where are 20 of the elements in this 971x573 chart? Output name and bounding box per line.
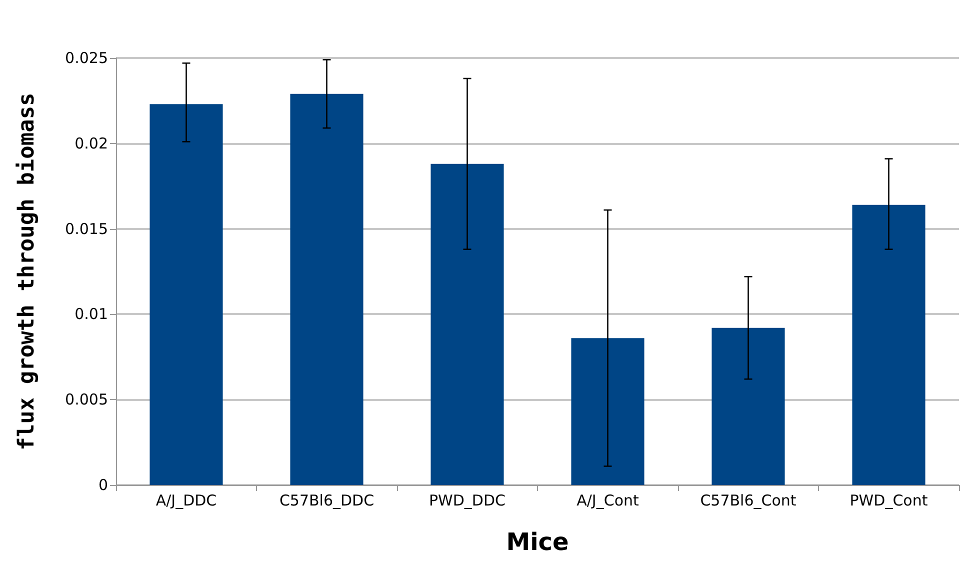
y-axis-title: flux growth through biomass [14,92,40,450]
y-tick-label: 0.005 [65,390,108,409]
bar [712,328,785,485]
bar [430,164,504,485]
y-tick-label: 0.02 [74,134,108,152]
bar [852,204,926,485]
x-tick-label: PWD_DDC [428,492,506,510]
x-tick-label: A/J_Cont [576,492,640,510]
y-tick-label: 0.015 [65,220,108,238]
y-tick-label: 0 [98,476,108,494]
bar [150,104,223,485]
y-tick-label: 0.01 [74,305,108,324]
x-axis-title: Mice [506,528,569,556]
y-tick-label: 0.025 [65,49,108,67]
x-tick-label: A/J_DDC [156,492,217,510]
bar [571,338,644,485]
x-tick-label: PWD_Cont [850,492,928,510]
x-tick-label: C57Bl6_Cont [700,492,796,510]
bar [290,94,364,485]
x-tick-label: C57Bl6_DDC [279,492,374,510]
